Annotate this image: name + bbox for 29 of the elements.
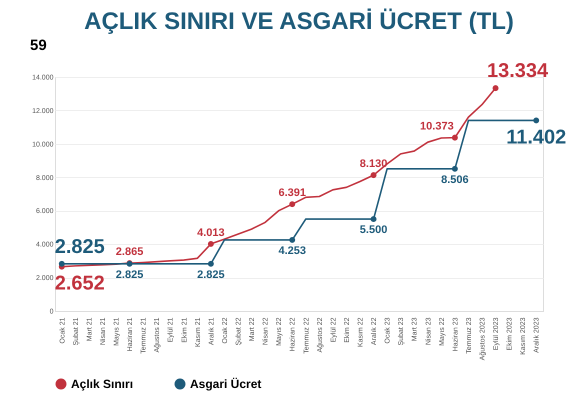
point xyxy=(208,240,214,247)
legend-label: Asgari Ücret xyxy=(190,377,262,391)
point xyxy=(289,201,296,208)
data-label: 10.373 xyxy=(420,120,454,133)
data-label: 11.402 xyxy=(506,126,566,148)
text: 59 xyxy=(30,37,47,54)
data-label: 6.391 xyxy=(278,187,306,200)
data-label: 2.865 xyxy=(116,246,144,258)
point xyxy=(58,260,65,267)
chart-title: AÇLIK SINIRI VE ASGARİ ÜCRET (TL) xyxy=(84,8,514,35)
point xyxy=(208,260,214,267)
point xyxy=(370,172,377,178)
data-label: 5.500 xyxy=(360,224,388,236)
point xyxy=(492,85,499,92)
data-label: 4.253 xyxy=(278,244,306,257)
data-label: 4.013 xyxy=(197,226,225,239)
data-label: 13.334 xyxy=(486,60,550,82)
data-label: 8.130 xyxy=(360,158,388,170)
data-label: 2.825 xyxy=(197,268,225,281)
data-label: 2.825 xyxy=(54,236,105,258)
point xyxy=(452,166,458,172)
point xyxy=(533,117,540,124)
point xyxy=(452,134,458,141)
data-label: 8.506 xyxy=(441,174,469,186)
data-label: 2.825 xyxy=(116,268,144,281)
point xyxy=(370,216,377,222)
data-label: 2.652 xyxy=(54,272,105,295)
point xyxy=(289,236,296,243)
legend-label: Açlık Sınırı xyxy=(71,377,134,391)
